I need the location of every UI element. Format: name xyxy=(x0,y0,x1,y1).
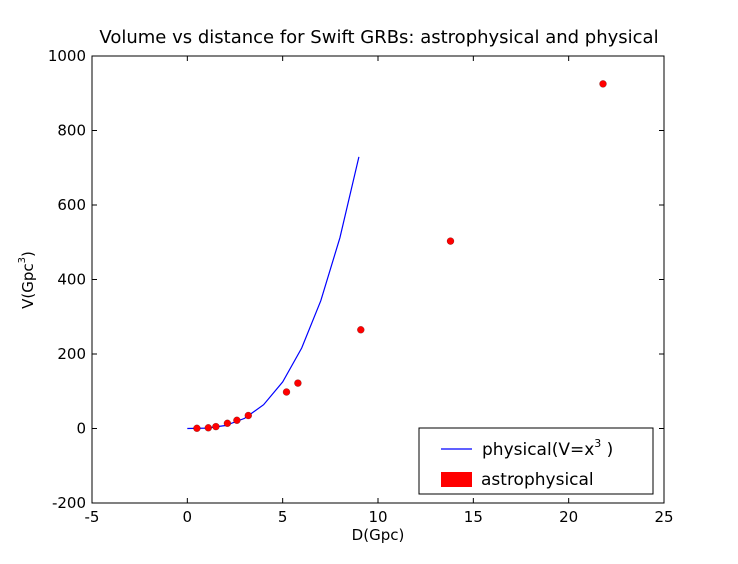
plot-area xyxy=(187,80,607,432)
legend-label-physical-superscript: 3 xyxy=(594,437,601,450)
legend-label-physical-suffix: ) xyxy=(601,440,613,460)
scatter-point-astrophysical-4 xyxy=(233,416,241,424)
legend: physical(V=x3 ) astrophysical xyxy=(418,427,654,495)
y-axis-title-suffix: ) xyxy=(19,251,37,257)
y-tick-label: -200 xyxy=(52,494,86,512)
axes: -5 0 5 10 15 20 25 -200 0 200 400 600 800 1000 xyxy=(48,47,674,526)
x-tick-label: 15 xyxy=(464,508,483,526)
x-tick-label: 10 xyxy=(368,508,387,526)
scatter-point-astrophysical-10 xyxy=(599,80,607,88)
y-tick-label: 600 xyxy=(57,196,86,214)
scatter-point-astrophysical-8 xyxy=(357,326,365,334)
chart-title: Volume vs distance for Swift GRBs: astro… xyxy=(99,27,658,48)
scatter-point-astrophysical-3 xyxy=(223,419,231,427)
x-tick-label: 0 xyxy=(183,508,193,526)
legend-swatch-astrophysical xyxy=(441,472,472,487)
y-tick-label: 1000 xyxy=(48,47,86,65)
x-axis-title: D(Gpc) xyxy=(352,526,405,544)
x-tick-label: 20 xyxy=(559,508,578,526)
legend-label-physical: physical(V=x3 ) xyxy=(482,437,613,460)
scatter-point-astrophysical-9 xyxy=(446,237,455,245)
scatter-point-astrophysical-6 xyxy=(282,388,291,396)
series-line-physical xyxy=(187,156,360,430)
legend-label-physical-main: physical(V=x xyxy=(482,440,594,460)
y-tick-label: 800 xyxy=(57,122,86,140)
scatter-point-astrophysical-2 xyxy=(212,423,220,431)
x-tick-label: 5 xyxy=(278,508,288,526)
scatter-point-astrophysical-0 xyxy=(193,424,201,432)
y-tick-label: 200 xyxy=(57,345,86,363)
scatter-point-astrophysical-1 xyxy=(204,424,212,432)
y-tick-label: 400 xyxy=(57,271,86,289)
x-tick-label: 25 xyxy=(654,508,673,526)
y-tick-label: 0 xyxy=(76,420,86,438)
y-axis-title: V(Gpc3) xyxy=(17,251,37,309)
scatter-point-astrophysical-7 xyxy=(294,379,302,387)
legend-label-astrophysical: astrophysical xyxy=(481,470,594,490)
y-axis-title-superscript: 3 xyxy=(17,257,28,263)
y-axis-title-main: V(Gpc xyxy=(19,263,37,309)
scatter-point-astrophysical-5 xyxy=(244,411,252,420)
x-tick-label: -5 xyxy=(85,508,100,526)
